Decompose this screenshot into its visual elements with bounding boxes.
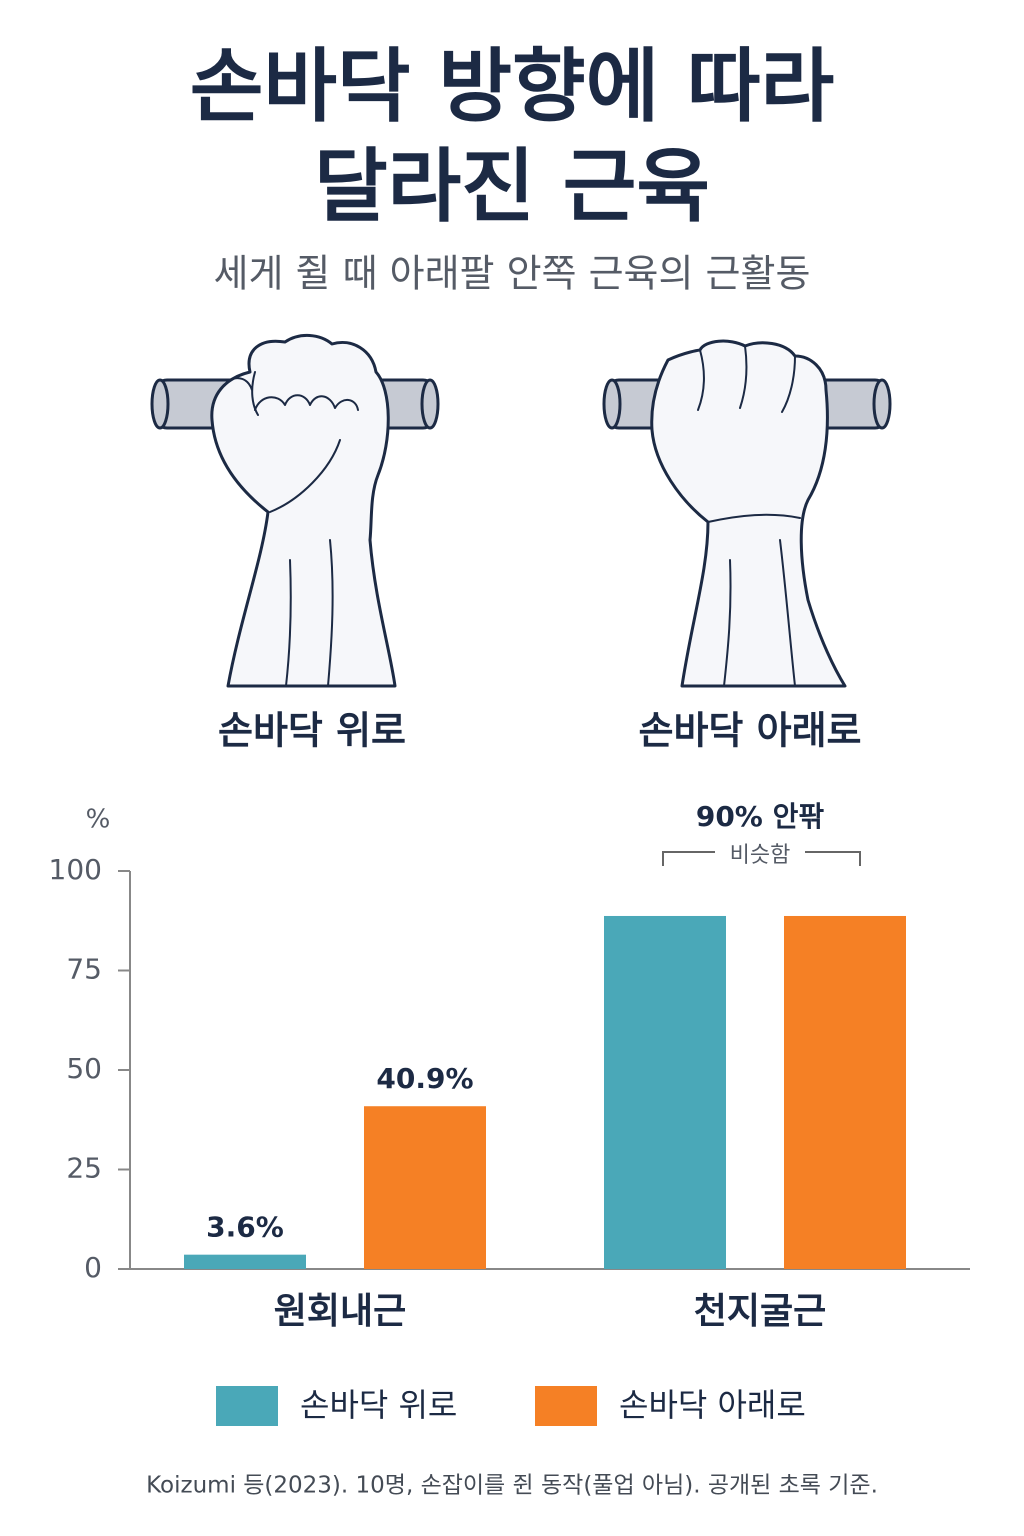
- value-label: 3.6%: [206, 1211, 284, 1244]
- annotation-title: 90% 안팎: [696, 800, 825, 833]
- title-line: 달라진 근육: [314, 140, 710, 233]
- annotation-text: 비슷함: [730, 843, 791, 868]
- legend-label: 손바닥 위로: [300, 1386, 457, 1424]
- x-tick-label: 원회내근: [274, 1291, 406, 1332]
- legend-label: 손바닥 아래로: [619, 1386, 806, 1424]
- title-line: 손바닥 방향에 따라: [190, 40, 835, 133]
- y-tick-label: 0: [84, 1251, 102, 1284]
- value-label: 40.9%: [376, 1062, 473, 1095]
- subtitle: 세게 쥘 때 아래팔 안쪽 근육의 근활동: [214, 252, 811, 296]
- y-tick-label: 25: [66, 1152, 102, 1185]
- y-axis-label: %: [86, 805, 111, 835]
- illustration-label: 손바닥 아래로: [639, 709, 862, 753]
- y-tick-label: 100: [49, 853, 102, 886]
- bar: [604, 915, 726, 1269]
- bar: [784, 915, 906, 1269]
- illustration-palm-up: 손바닥 위로: [150, 334, 440, 753]
- bar: [364, 1106, 486, 1269]
- y-tick-label: 50: [66, 1052, 102, 1085]
- footnote: Koizumi 등(2023). 10명, 손잡이를 쥔 동작(풀업 아님). …: [146, 1473, 878, 1499]
- legend-swatch: [535, 1386, 597, 1426]
- legend-swatch: [216, 1386, 278, 1426]
- illustration-label: 손바닥 위로: [218, 709, 406, 753]
- bar: [184, 1254, 306, 1269]
- annotation-bracket: [662, 851, 861, 866]
- y-tick-label: 75: [66, 953, 102, 986]
- x-tick-label: 천지굴근: [694, 1291, 826, 1332]
- illustration-palm-down: 손바닥 아래로: [602, 339, 892, 753]
